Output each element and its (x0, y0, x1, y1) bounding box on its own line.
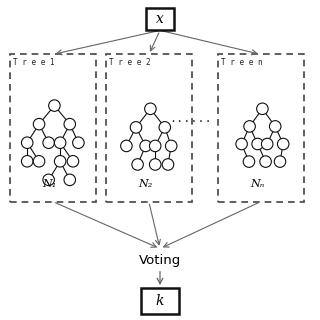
Circle shape (244, 121, 255, 132)
Circle shape (274, 156, 286, 167)
FancyBboxPatch shape (141, 288, 179, 314)
FancyBboxPatch shape (146, 8, 174, 30)
Circle shape (54, 156, 66, 167)
Circle shape (21, 137, 33, 148)
Circle shape (260, 156, 271, 167)
Circle shape (252, 138, 263, 150)
Circle shape (54, 137, 66, 148)
Circle shape (64, 174, 76, 186)
Text: N₁: N₁ (43, 179, 57, 189)
Text: N₂: N₂ (139, 179, 153, 189)
Text: T r e e n: T r e e n (221, 58, 263, 67)
FancyBboxPatch shape (106, 54, 192, 202)
Text: Nₙ: Nₙ (251, 179, 265, 189)
Circle shape (43, 174, 54, 186)
Circle shape (269, 121, 281, 132)
Circle shape (140, 140, 151, 152)
Circle shape (33, 118, 45, 130)
Circle shape (165, 140, 177, 152)
Circle shape (145, 103, 156, 115)
Circle shape (73, 137, 84, 148)
FancyBboxPatch shape (10, 54, 96, 202)
Circle shape (43, 137, 54, 148)
Circle shape (277, 138, 289, 150)
Circle shape (149, 159, 161, 170)
Circle shape (162, 159, 174, 170)
Circle shape (130, 122, 142, 133)
Text: x: x (156, 12, 164, 26)
FancyBboxPatch shape (218, 54, 304, 202)
Circle shape (64, 118, 76, 130)
Circle shape (159, 122, 171, 133)
Text: ......: ...... (169, 112, 212, 125)
Circle shape (236, 138, 247, 150)
Text: T r e e 2: T r e e 2 (109, 58, 151, 67)
Circle shape (67, 156, 79, 167)
Circle shape (21, 156, 33, 167)
Circle shape (49, 100, 60, 111)
Circle shape (132, 159, 143, 170)
Circle shape (261, 138, 273, 150)
Text: k: k (156, 294, 164, 308)
Circle shape (149, 140, 161, 152)
Circle shape (121, 140, 132, 152)
Text: T r e e 1: T r e e 1 (13, 58, 55, 67)
Circle shape (257, 103, 268, 115)
Text: Voting: Voting (139, 254, 181, 267)
Circle shape (243, 156, 255, 167)
Circle shape (33, 156, 45, 167)
